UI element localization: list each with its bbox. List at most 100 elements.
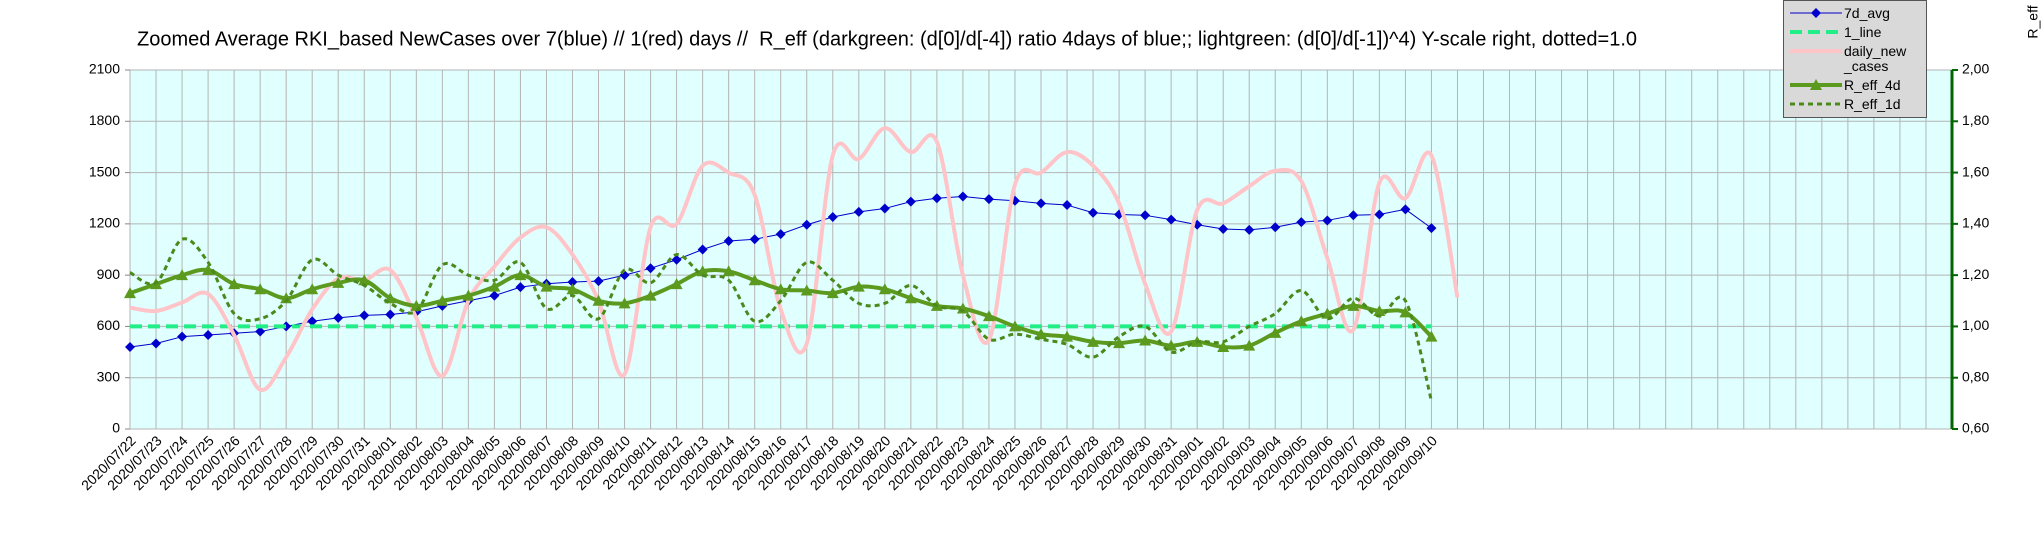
marker: [1036, 198, 1046, 209]
legend-label: 7d_avg: [1844, 5, 1890, 21]
legend-label: R_eff_1d: [1844, 96, 1901, 112]
y-tick-label: 2100: [89, 61, 120, 77]
legend-item: R_eff_4d: [1784, 76, 1926, 95]
marker: [515, 282, 526, 293]
marker: [1244, 224, 1255, 235]
legend-swatch: [1790, 49, 1842, 53]
marker: [1373, 305, 1386, 317]
marker: [124, 287, 136, 299]
marker: [1035, 328, 1047, 340]
series-line: [129, 237, 1433, 402]
legend-marker: [1810, 79, 1822, 90]
y2-tick-label: 0,80: [1962, 368, 1989, 384]
marker: [671, 254, 682, 265]
legend-swatch: [1790, 30, 1842, 34]
y2-tick-label: 1,60: [1962, 163, 1989, 179]
marker: [801, 219, 812, 230]
marker: [1374, 209, 1385, 220]
y2-tick-label: 1,40: [1962, 215, 1989, 231]
marker: [307, 316, 318, 327]
marker: [592, 294, 605, 306]
y-tick-label: 600: [97, 317, 121, 333]
marker: [1425, 330, 1438, 342]
marker: [566, 283, 579, 295]
marker: [254, 283, 267, 295]
marker: [255, 326, 266, 337]
marker: [359, 310, 370, 321]
y2-tick-label: 2,00: [1962, 61, 1989, 77]
marker: [1217, 340, 1230, 352]
marker: [1165, 339, 1178, 351]
y2-tick-label: 1,80: [1962, 112, 1989, 128]
marker: [567, 276, 578, 287]
marker: [1269, 326, 1282, 338]
marker: [1295, 315, 1308, 327]
y2-tick-label: 1,20: [1962, 266, 1989, 282]
series-line: [129, 126, 1460, 392]
marker: [931, 193, 942, 204]
marker: [1218, 223, 1229, 234]
legend-label: daily_new_cases: [1844, 43, 1907, 74]
marker: [644, 289, 657, 301]
y-tick-label: 900: [97, 266, 121, 282]
marker: [1296, 217, 1307, 228]
y-tick-label: 0: [112, 420, 120, 436]
marker: [1088, 207, 1099, 218]
y2-axis-label: R_eff: [2025, 5, 2041, 38]
marker: [1062, 200, 1073, 211]
marker: [1400, 204, 1411, 215]
marker: [1426, 223, 1437, 234]
legend-item: 1_line: [1784, 23, 1926, 42]
legend-item: 7d_avg: [1784, 4, 1926, 23]
y2-tick-label: 0,60: [1962, 420, 1989, 436]
marker: [151, 338, 162, 349]
marker: [1243, 339, 1256, 351]
marker: [749, 234, 760, 245]
legend-swatch: [1790, 79, 1842, 90]
legend-swatch: [1790, 102, 1842, 106]
y-tick-label: 1200: [89, 215, 120, 231]
marker: [514, 269, 527, 281]
marker: [228, 278, 241, 290]
marker: [488, 280, 501, 292]
marker: [281, 321, 292, 332]
marker: [957, 191, 968, 202]
marker: [723, 235, 734, 246]
marker: [1166, 214, 1177, 225]
marker: [800, 284, 813, 296]
marker: [1061, 330, 1074, 342]
marker: [1270, 222, 1281, 233]
legend-swatch: [1790, 8, 1842, 18]
marker: [203, 329, 214, 340]
marker: [332, 276, 345, 288]
marker: [540, 280, 553, 292]
marker: [1348, 210, 1359, 221]
y-tick-label: 1800: [89, 112, 120, 128]
marker: [696, 265, 709, 277]
marker: [489, 290, 500, 301]
marker: [774, 283, 787, 295]
marker: [878, 283, 891, 295]
marker: [593, 276, 604, 287]
marker: [775, 229, 786, 240]
marker: [722, 265, 735, 277]
marker: [1399, 306, 1412, 318]
marker: [853, 206, 864, 217]
y2-tick-label: 1,00: [1962, 317, 1989, 333]
marker: [1347, 299, 1360, 311]
marker: [1087, 335, 1100, 347]
legend-item: daily_new_cases: [1784, 42, 1926, 76]
marker: [436, 294, 449, 306]
marker: [905, 196, 916, 207]
marker: [306, 283, 319, 295]
marker: [177, 331, 188, 342]
marker: [462, 289, 475, 301]
marker: [202, 264, 215, 276]
marker: [852, 280, 865, 292]
legend-label: R_eff_4d: [1844, 77, 1901, 93]
marker: [904, 292, 917, 304]
marker: [385, 309, 396, 320]
marker: [697, 244, 708, 255]
marker: [748, 274, 761, 286]
